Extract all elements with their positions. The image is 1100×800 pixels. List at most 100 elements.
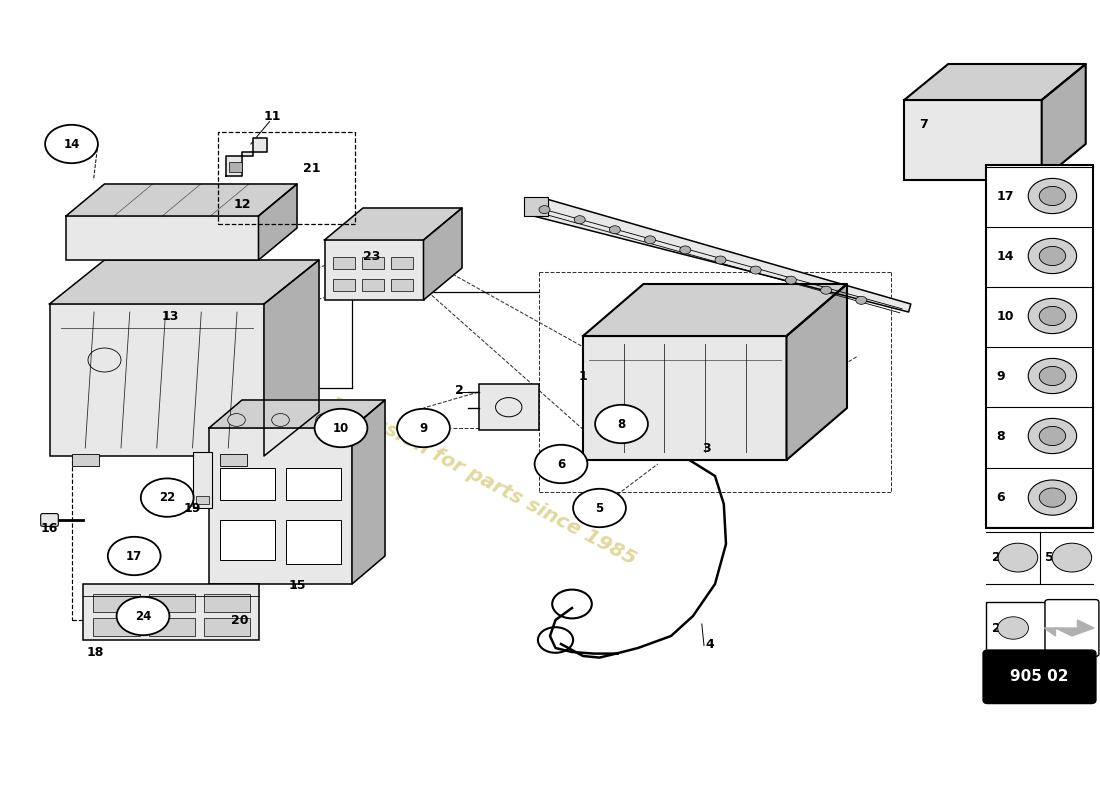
FancyBboxPatch shape	[196, 496, 209, 504]
Text: 6: 6	[557, 458, 565, 470]
Text: a passion for parts since 1985: a passion for parts since 1985	[328, 391, 640, 569]
Circle shape	[1040, 488, 1066, 507]
FancyBboxPatch shape	[220, 468, 275, 500]
Circle shape	[1040, 366, 1066, 386]
FancyBboxPatch shape	[362, 257, 384, 269]
Text: 24: 24	[135, 610, 151, 622]
FancyBboxPatch shape	[286, 520, 341, 564]
Circle shape	[1028, 480, 1077, 515]
Text: 7: 7	[920, 118, 928, 130]
Circle shape	[397, 409, 450, 447]
FancyBboxPatch shape	[66, 216, 258, 260]
Polygon shape	[264, 260, 319, 456]
Circle shape	[785, 276, 796, 284]
Text: 22: 22	[160, 491, 175, 504]
Circle shape	[228, 414, 245, 426]
FancyBboxPatch shape	[220, 520, 275, 560]
FancyBboxPatch shape	[209, 428, 352, 584]
FancyBboxPatch shape	[148, 618, 195, 636]
Text: 5: 5	[1045, 551, 1054, 564]
Text: 8: 8	[617, 418, 626, 430]
Polygon shape	[66, 184, 297, 216]
FancyBboxPatch shape	[390, 257, 412, 269]
Text: 14: 14	[997, 250, 1014, 262]
Text: 3: 3	[702, 442, 711, 454]
Circle shape	[1028, 238, 1077, 274]
Circle shape	[609, 226, 620, 234]
Text: 9: 9	[997, 370, 1005, 382]
Circle shape	[539, 206, 550, 214]
Text: 14: 14	[64, 138, 79, 150]
Circle shape	[141, 478, 194, 517]
FancyBboxPatch shape	[94, 618, 140, 636]
FancyBboxPatch shape	[72, 454, 99, 466]
Circle shape	[856, 296, 867, 304]
Circle shape	[998, 543, 1037, 572]
Circle shape	[1028, 178, 1077, 214]
Text: 13: 13	[162, 310, 179, 322]
Text: 15: 15	[288, 579, 306, 592]
Circle shape	[535, 445, 587, 483]
Text: 6: 6	[997, 491, 1005, 504]
Text: 21: 21	[302, 162, 320, 174]
Circle shape	[1040, 186, 1066, 206]
Circle shape	[680, 246, 691, 254]
Circle shape	[315, 409, 367, 447]
FancyBboxPatch shape	[904, 100, 1042, 180]
Polygon shape	[583, 284, 847, 336]
Polygon shape	[1045, 620, 1093, 636]
FancyBboxPatch shape	[524, 197, 548, 216]
Text: 10: 10	[333, 422, 349, 434]
Text: 5: 5	[595, 502, 604, 514]
Circle shape	[316, 414, 333, 426]
Circle shape	[595, 405, 648, 443]
Circle shape	[1040, 426, 1066, 446]
FancyBboxPatch shape	[390, 279, 412, 291]
Polygon shape	[324, 208, 462, 240]
Circle shape	[645, 236, 656, 244]
FancyBboxPatch shape	[583, 336, 786, 460]
Polygon shape	[1042, 64, 1086, 180]
FancyBboxPatch shape	[192, 452, 212, 508]
FancyBboxPatch shape	[478, 384, 539, 430]
Circle shape	[750, 266, 761, 274]
FancyBboxPatch shape	[204, 594, 250, 612]
Circle shape	[1052, 543, 1091, 572]
FancyBboxPatch shape	[204, 618, 250, 636]
Text: 4: 4	[705, 638, 714, 650]
FancyBboxPatch shape	[220, 454, 248, 466]
Circle shape	[1028, 418, 1077, 454]
FancyBboxPatch shape	[986, 602, 1045, 654]
Circle shape	[821, 286, 832, 294]
Text: 905 02: 905 02	[1010, 670, 1069, 684]
Circle shape	[715, 256, 726, 264]
FancyBboxPatch shape	[362, 279, 384, 291]
FancyBboxPatch shape	[148, 594, 195, 612]
Polygon shape	[50, 260, 319, 304]
Circle shape	[998, 617, 1028, 639]
Text: 1: 1	[579, 370, 587, 382]
Text: 20: 20	[231, 614, 249, 626]
FancyBboxPatch shape	[50, 304, 264, 456]
Text: 16: 16	[41, 522, 58, 534]
FancyBboxPatch shape	[333, 257, 355, 269]
Circle shape	[1040, 246, 1066, 266]
FancyBboxPatch shape	[333, 279, 355, 291]
FancyBboxPatch shape	[41, 514, 58, 526]
Text: 2: 2	[455, 384, 464, 397]
Circle shape	[272, 414, 289, 426]
Text: 17: 17	[997, 190, 1014, 202]
Circle shape	[108, 537, 161, 575]
Text: 22: 22	[992, 551, 1010, 564]
FancyBboxPatch shape	[82, 584, 258, 640]
Text: 23: 23	[363, 250, 381, 262]
Text: 17: 17	[126, 550, 142, 562]
FancyBboxPatch shape	[1045, 600, 1099, 656]
Text: 19: 19	[184, 502, 201, 514]
Circle shape	[573, 489, 626, 527]
FancyBboxPatch shape	[229, 162, 242, 172]
FancyBboxPatch shape	[94, 594, 140, 612]
Polygon shape	[226, 138, 267, 176]
FancyBboxPatch shape	[324, 240, 424, 300]
Text: 12: 12	[233, 198, 251, 210]
